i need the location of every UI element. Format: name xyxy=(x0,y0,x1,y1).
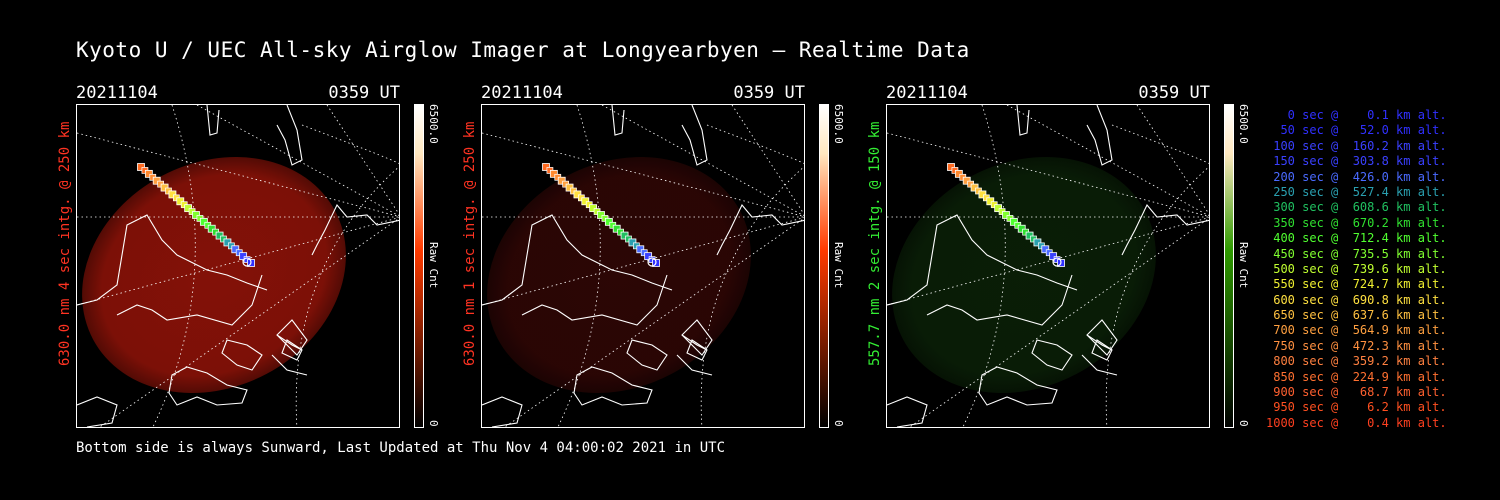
allsky-image xyxy=(481,104,805,428)
airglow-emission xyxy=(487,157,751,393)
track-marker xyxy=(231,245,240,254)
colorbar xyxy=(819,104,829,428)
track-marker xyxy=(589,204,598,213)
track-marker xyxy=(628,238,637,247)
colorbar-max-label: 6500.0 xyxy=(1237,104,1250,144)
track-marker xyxy=(549,169,558,178)
panel-time: 0359 UT xyxy=(328,83,400,103)
colorbar-min-label: 0 xyxy=(427,420,440,427)
track-marker xyxy=(1025,231,1034,240)
legend-entry: 600 sec @ 690.8 km alt. xyxy=(1266,292,1447,307)
allsky-image xyxy=(76,104,400,428)
legend-entry: 800 sec @ 359.2 km alt. xyxy=(1266,354,1447,369)
track-marker xyxy=(573,190,582,199)
legend-entry: 300 sec @ 608.6 km alt. xyxy=(1266,200,1447,215)
panel-ylabel: 630.0 nm 1 sec intg. @ 250 km xyxy=(462,121,478,366)
track-marker xyxy=(1017,224,1026,233)
colorbar xyxy=(1224,104,1234,428)
legend-entry: 650 sec @ 637.6 km alt. xyxy=(1266,308,1447,323)
track-marker xyxy=(199,217,208,226)
track-marker xyxy=(192,211,200,219)
legend-entry: 850 sec @ 224.9 km alt. xyxy=(1266,369,1447,384)
track-marker xyxy=(962,176,971,185)
legend-entry: 50 sec @ 52.0 km alt. xyxy=(1266,123,1447,138)
legend-entry: 900 sec @ 68.7 km alt. xyxy=(1266,385,1447,400)
track-marker xyxy=(612,224,621,233)
track-marker xyxy=(542,163,550,171)
airglow-emission xyxy=(892,157,1156,393)
track-marker xyxy=(144,169,153,178)
legend-entry: 250 sec @ 527.4 km alt. xyxy=(1266,184,1447,199)
allsky-image xyxy=(886,104,1210,428)
track-marker xyxy=(978,190,987,199)
track-marker xyxy=(636,245,645,254)
station-marker xyxy=(242,257,252,267)
track-marker xyxy=(152,176,161,185)
panel-ylabel: 557.7 nm 2 sec intg. @ 150 km xyxy=(867,121,883,366)
track-marker xyxy=(160,183,169,192)
track-marker xyxy=(1002,211,1010,219)
station-marker xyxy=(1052,257,1062,267)
legend-entry: 500 sec @ 739.6 km alt. xyxy=(1266,261,1447,276)
colorbar-min-label: 0 xyxy=(1237,420,1250,427)
track-marker xyxy=(597,211,605,219)
imager-panel-2: 20211104 0359 UT 630.0 nm 1 sec intg. @ … xyxy=(0,0,845,440)
legend-entry: 350 sec @ 670.2 km alt. xyxy=(1266,215,1447,230)
legend-entry: 750 sec @ 472.3 km alt. xyxy=(1266,338,1447,353)
colorbar-unit-label: Raw Cnt xyxy=(832,242,845,289)
panel-time: 0359 UT xyxy=(733,83,805,103)
track-marker xyxy=(215,231,224,240)
track-marker xyxy=(223,238,232,247)
colorbar xyxy=(414,104,424,428)
legend-entry: 400 sec @ 712.4 km alt. xyxy=(1266,231,1447,246)
track-marker xyxy=(184,204,193,213)
legend-entry: 0 sec @ 0.1 km alt. xyxy=(1266,108,1447,122)
colorbar-unit-label: Raw Cnt xyxy=(427,242,440,289)
track-marker xyxy=(581,197,590,206)
track-marker xyxy=(947,163,955,171)
legend-entry: 1000 sec @ 0.4 km alt. xyxy=(1266,415,1447,430)
track-marker xyxy=(168,190,177,199)
track-marker xyxy=(604,217,613,226)
panel-time: 0359 UT xyxy=(1138,83,1210,103)
legend-entry: 150 sec @ 303.8 km alt. xyxy=(1266,154,1447,169)
legend-entry: 450 sec @ 735.5 km alt. xyxy=(1266,246,1447,261)
track-marker xyxy=(994,204,1003,213)
track-marker xyxy=(557,176,566,185)
legend-entry: 200 sec @ 426.0 km alt. xyxy=(1266,169,1447,184)
legend-entry: 100 sec @ 160.2 km alt. xyxy=(1266,138,1447,153)
colorbar-min-label: 0 xyxy=(832,420,845,427)
track-marker xyxy=(176,197,185,206)
imager-panel-3: 20211104 0359 UT 557.7 nm 2 sec intg. @ … xyxy=(0,0,1250,440)
track-marker xyxy=(620,231,629,240)
track-marker xyxy=(565,183,574,192)
colorbar-max-label: 6500.0 xyxy=(427,104,440,144)
imager-panel-1: 20211104 0359 UT 630.0 nm 4 sec intg. @ … xyxy=(0,0,440,440)
altitude-legend: 0 sec @ 0.1 km alt. 50 sec @ 52.0 km alt… xyxy=(1266,108,1447,431)
legend-entry: 950 sec @ 6.2 km alt. xyxy=(1266,400,1447,415)
track-marker xyxy=(1009,217,1018,226)
track-marker xyxy=(1033,238,1042,247)
panel-date: 20211104 xyxy=(76,83,158,103)
track-marker xyxy=(970,183,979,192)
track-marker xyxy=(1041,245,1050,254)
track-marker xyxy=(986,197,995,206)
panel-date: 20211104 xyxy=(886,83,968,103)
panel-date: 20211104 xyxy=(481,83,563,103)
colorbar-unit-label: Raw Cnt xyxy=(1237,242,1250,289)
station-marker xyxy=(647,257,657,267)
page-title: Kyoto U / UEC All-sky Airglow Imager at … xyxy=(76,38,970,62)
track-marker xyxy=(137,163,145,171)
legend-entry: 550 sec @ 724.7 km alt. xyxy=(1266,277,1447,292)
footer-note: Bottom side is always Sunward, Last Upda… xyxy=(76,440,726,456)
track-marker xyxy=(954,169,963,178)
track-marker xyxy=(207,224,216,233)
colorbar-max-label: 6500.0 xyxy=(832,104,845,144)
legend-entry: 700 sec @ 564.9 km alt. xyxy=(1266,323,1447,338)
